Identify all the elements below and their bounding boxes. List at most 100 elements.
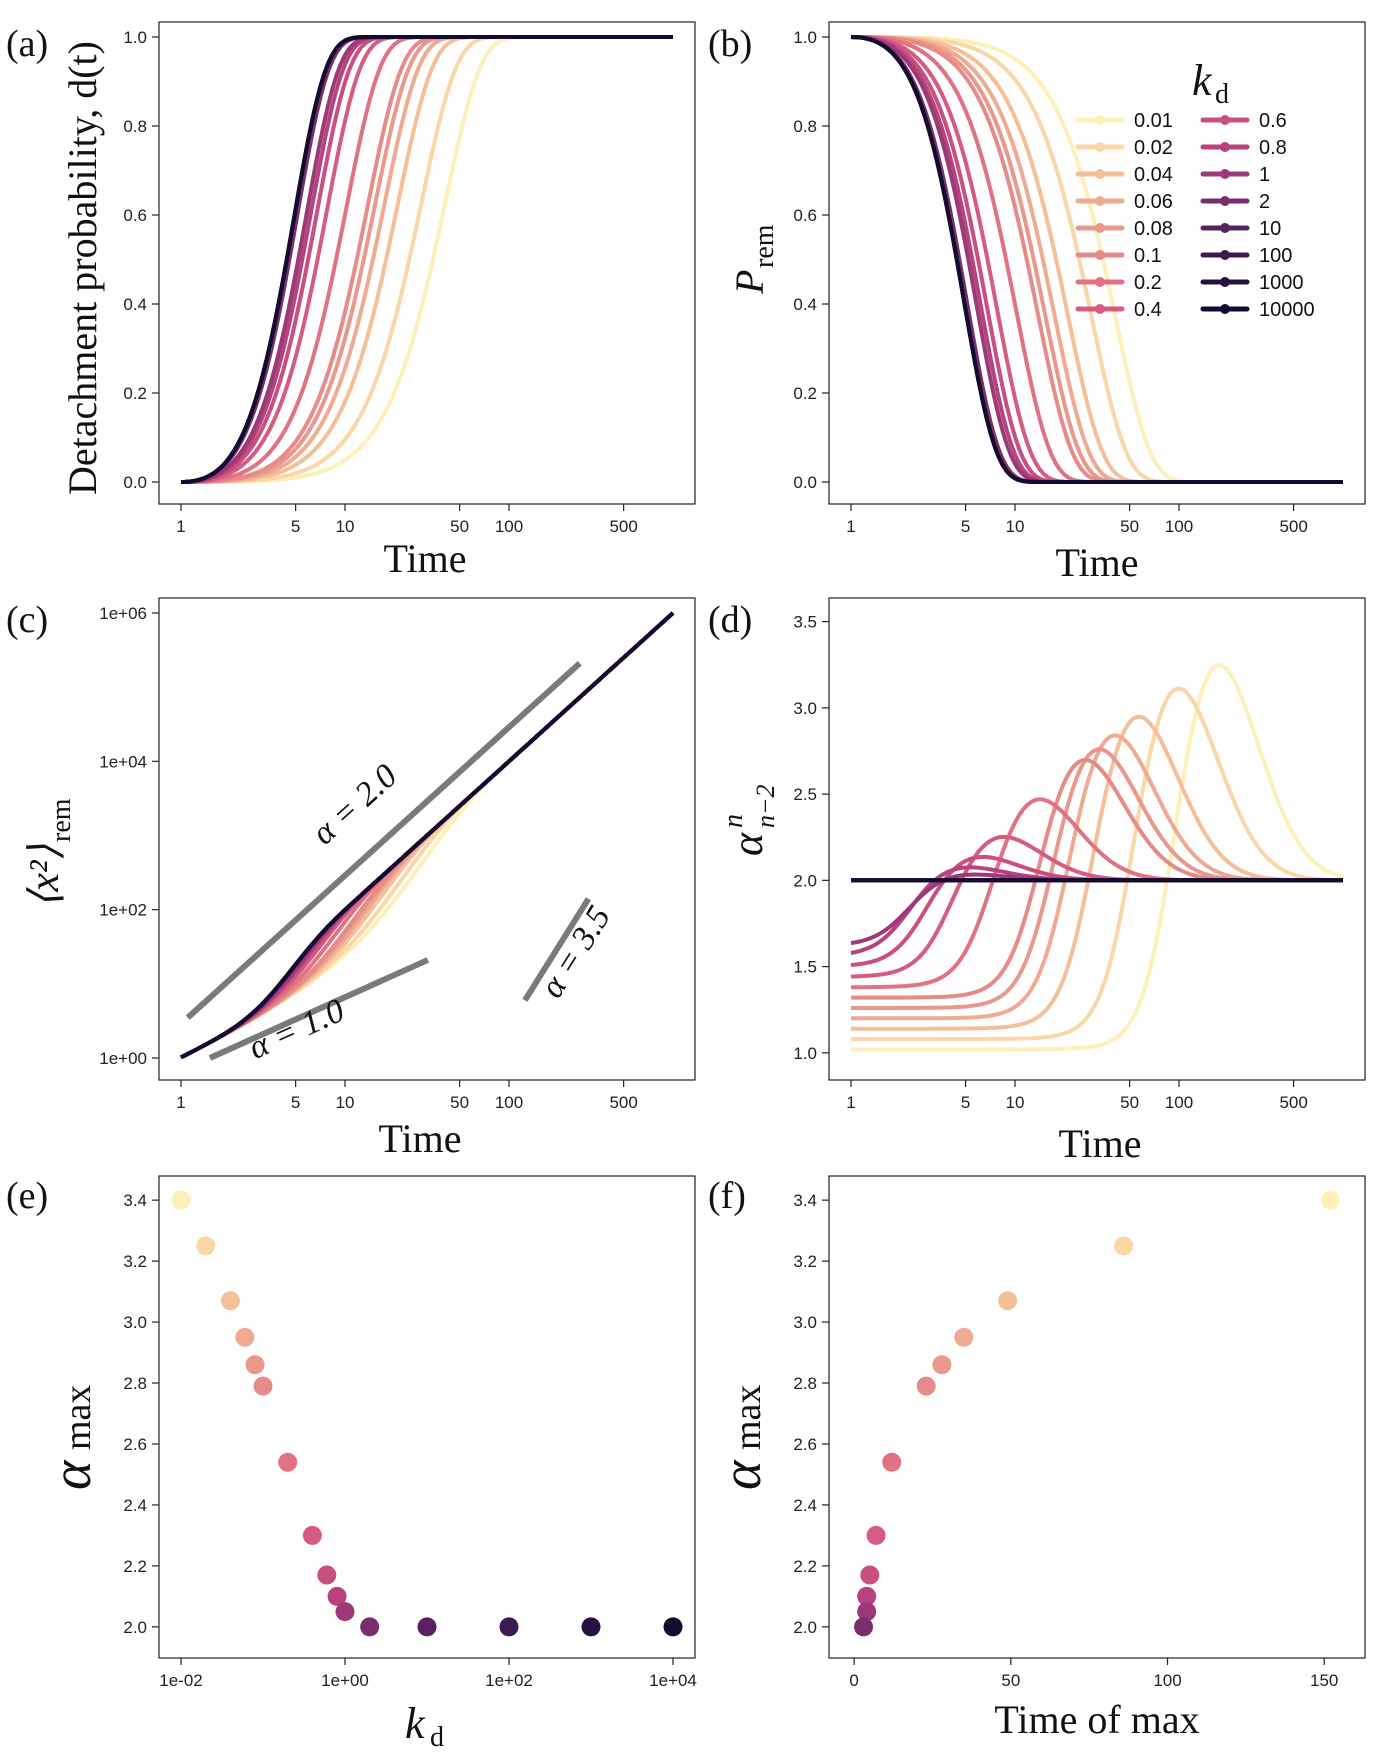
legend-label: 0.04 bbox=[1134, 164, 1173, 186]
data-point bbox=[663, 1617, 683, 1637]
x-tick-label: 5 bbox=[291, 1093, 300, 1112]
y-axis-label-f-sub: max bbox=[727, 1385, 769, 1450]
y-tick-label: 1.0 bbox=[793, 1044, 817, 1063]
y-axis-label-a: Detachment probability, d(t) bbox=[60, 41, 105, 495]
y-axis-label-b-sub: rem bbox=[749, 224, 780, 268]
y-axis-label-c: ⟨x²⟩ rem bbox=[22, 798, 77, 908]
series-line bbox=[180, 35, 673, 484]
legend-label: 0.02 bbox=[1134, 137, 1173, 159]
data-point bbox=[1114, 1236, 1134, 1256]
x-tick-label: 100 bbox=[495, 1093, 523, 1112]
x-tick-label: 10 bbox=[1006, 1093, 1025, 1112]
x-tick-label: 5 bbox=[961, 517, 970, 536]
y-axis-label-d: α n n−2 bbox=[718, 784, 780, 856]
reference-line-label: α = 1.0 bbox=[243, 992, 350, 1067]
data-point bbox=[235, 1327, 255, 1347]
legend-title-main: k bbox=[1192, 56, 1213, 105]
data-point bbox=[866, 1525, 886, 1545]
y-tick-label: 2.6 bbox=[793, 1435, 817, 1454]
legend-marker bbox=[1095, 277, 1105, 287]
y-tick-label: 2.4 bbox=[123, 1496, 147, 1515]
panel-c: (c) α = 2.0α = 1.0α = 3.5 1 5 10 50 100 500 1… bbox=[6, 597, 696, 1161]
x-tick-label: 1e-02 bbox=[159, 1671, 202, 1690]
data-point bbox=[171, 1190, 191, 1210]
series-line bbox=[181, 35, 673, 484]
data-point bbox=[916, 1376, 936, 1396]
curves-b bbox=[850, 35, 1343, 484]
series-line bbox=[181, 35, 673, 484]
x-tick-label: 50 bbox=[450, 1093, 469, 1112]
y-tick-label: 3.0 bbox=[793, 699, 817, 718]
x-tick-label: 10 bbox=[336, 517, 355, 536]
series-line bbox=[850, 35, 1343, 484]
data-point bbox=[860, 1565, 880, 1585]
x-tick-label: 500 bbox=[609, 1093, 637, 1112]
y-tick-label: 1e+02 bbox=[99, 901, 147, 920]
y-tick-label: 2.2 bbox=[123, 1557, 147, 1576]
series-line bbox=[181, 35, 673, 484]
y-axis-label-b: P rem bbox=[727, 224, 780, 295]
data-point bbox=[360, 1617, 380, 1637]
legend-title-sub: d bbox=[1215, 79, 1229, 110]
data-point bbox=[278, 1452, 298, 1472]
x-tick-label: 150 bbox=[1310, 1671, 1338, 1690]
legend-marker bbox=[1220, 115, 1230, 125]
legend-label: 0.1 bbox=[1134, 245, 1162, 267]
legend-marker bbox=[1220, 304, 1230, 314]
y-ticks-c: 1e+00 1e+02 1e+04 1e+06 bbox=[99, 604, 159, 1068]
y-ticks-d: 1.0 1.5 2.0 2.5 3.0 3.5 bbox=[793, 613, 829, 1063]
y-axis-label-b-main: P bbox=[727, 270, 772, 295]
reference-line bbox=[522, 897, 591, 1002]
legend-label: 10 bbox=[1259, 218, 1281, 240]
curves-c bbox=[180, 611, 675, 1060]
y-axis-label-e-main: α bbox=[41, 1459, 103, 1490]
plot-frame-d bbox=[828, 597, 1366, 1081]
reference-line-label: α = 3.5 bbox=[533, 900, 618, 1005]
data-point bbox=[932, 1355, 952, 1375]
y-tick-label: 0.4 bbox=[123, 295, 147, 314]
x-axis-label-e: k d bbox=[405, 1699, 444, 1753]
y-axis-label-d-sub: n−2 bbox=[751, 784, 780, 828]
x-tick-label: 100 bbox=[1165, 517, 1193, 536]
y-ticks-a: 0.0 0.2 0.4 0.6 0.8 1.0 bbox=[123, 28, 159, 492]
legend-label: 0.6 bbox=[1259, 110, 1287, 132]
y-tick-label: 1e+00 bbox=[99, 1049, 147, 1068]
y-axis-label-d-main: α bbox=[723, 832, 772, 856]
panel-label-f: (f) bbox=[708, 1175, 746, 1217]
plot-frame-a bbox=[158, 21, 696, 505]
data-point bbox=[857, 1602, 877, 1622]
panel-e: (e) 1e-02 1e+00 1e+02 1e+04 2.0 2.2 2.4 2.6 2.8… bbox=[6, 1175, 697, 1753]
x-tick-label: 100 bbox=[495, 517, 523, 536]
x-tick-label: 10 bbox=[336, 1093, 355, 1112]
y-tick-label: 2.0 bbox=[123, 1618, 147, 1637]
y-tick-label: 0.2 bbox=[793, 384, 817, 403]
y-tick-label: 2.8 bbox=[793, 1374, 817, 1393]
x-tick-label: 500 bbox=[1279, 1093, 1307, 1112]
y-ticks-e: 2.0 2.2 2.4 2.6 2.8 3.0 3.2 3.4 bbox=[123, 1191, 159, 1637]
series-line bbox=[181, 35, 673, 484]
legend-marker bbox=[1095, 142, 1105, 152]
data-point bbox=[317, 1565, 337, 1585]
y-tick-label: 0.8 bbox=[123, 117, 147, 136]
y-tick-label: 2.8 bbox=[123, 1374, 147, 1393]
data-point bbox=[335, 1602, 355, 1622]
x-tick-label: 0 bbox=[849, 1671, 858, 1690]
panel-label-b: (b) bbox=[708, 23, 752, 65]
curves-d bbox=[850, 663, 1344, 1052]
reference-line bbox=[208, 957, 430, 1061]
panel-label-e: (e) bbox=[6, 1175, 48, 1217]
series-line bbox=[180, 35, 673, 484]
data-point bbox=[253, 1376, 273, 1396]
series-line bbox=[180, 35, 673, 484]
y-tick-label: 2.6 bbox=[123, 1435, 147, 1454]
y-tick-label: 0.0 bbox=[123, 473, 147, 492]
x-tick-label: 1 bbox=[176, 517, 185, 536]
y-ticks-b: 0.0 0.2 0.4 0.6 0.8 1.0 bbox=[793, 28, 829, 492]
x-axis-label-b: Time bbox=[1055, 540, 1138, 585]
series-line bbox=[180, 611, 675, 1060]
series-line bbox=[181, 35, 673, 484]
x-axis-label-d: Time bbox=[1058, 1121, 1141, 1166]
x-tick-label: 50 bbox=[1120, 517, 1139, 536]
data-point bbox=[882, 1452, 902, 1472]
y-axis-label-f-main: α bbox=[711, 1459, 773, 1490]
